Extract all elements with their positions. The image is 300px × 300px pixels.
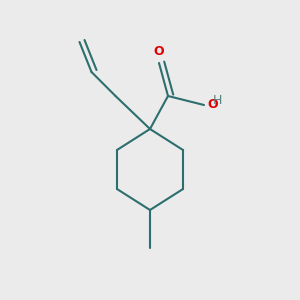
Text: O: O xyxy=(208,98,218,112)
Text: H: H xyxy=(213,94,222,107)
Text: O: O xyxy=(154,46,164,59)
